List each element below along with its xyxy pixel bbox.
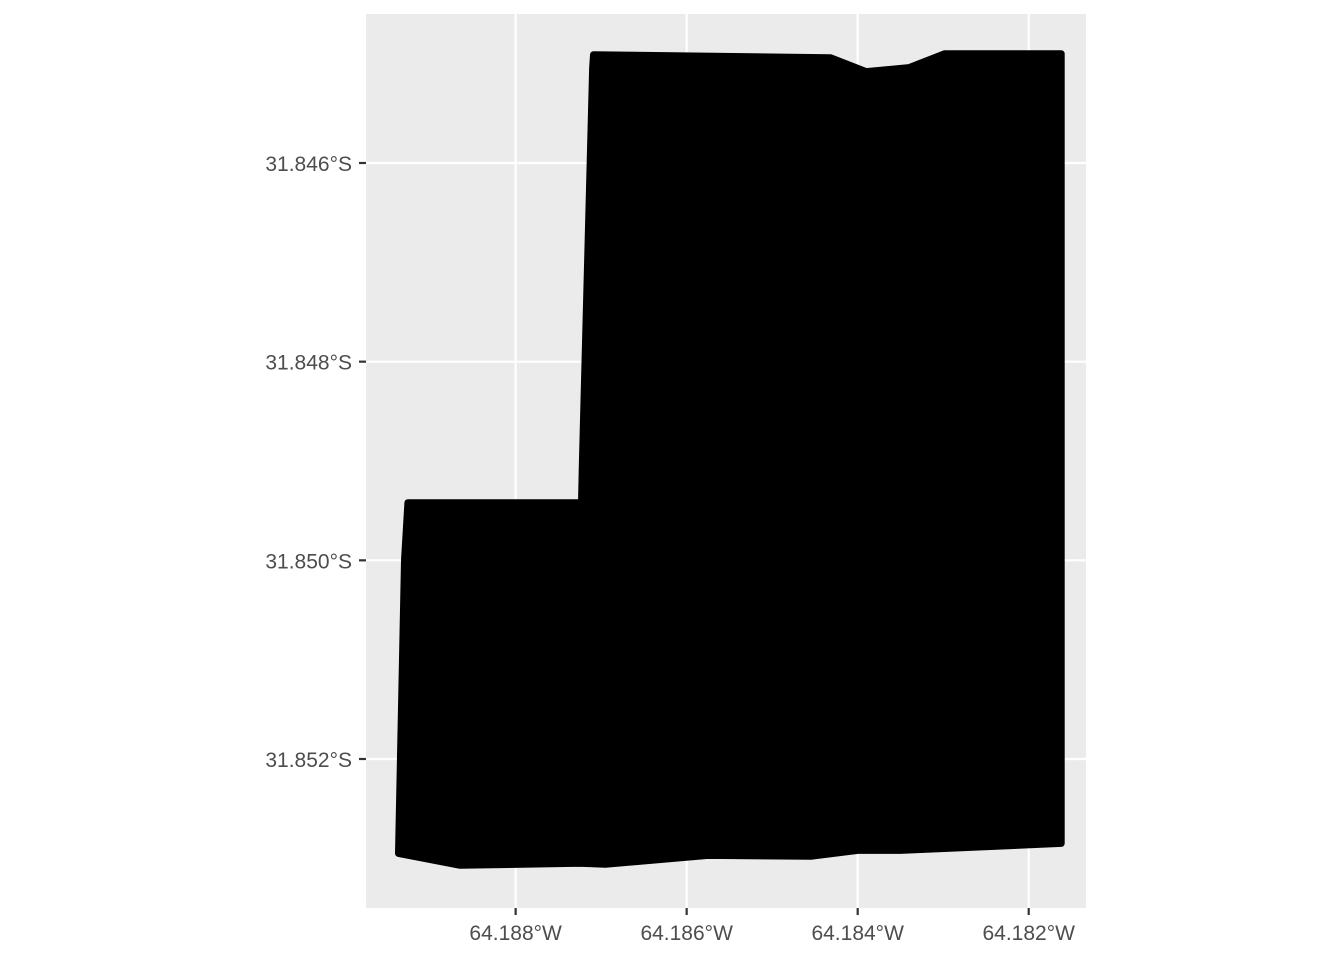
field-polygon: [395, 50, 1065, 869]
x-tick-label: 64.182°W: [982, 922, 1075, 945]
x-tick-label: 64.184°W: [811, 922, 904, 945]
x-tick-label: 64.186°W: [640, 922, 733, 945]
y-tick-label: 31.850°S: [265, 550, 352, 573]
x-axis-ticks: [514, 908, 1030, 915]
y-tick-label: 31.848°S: [265, 352, 352, 375]
y-axis-tick-labels: 31.846°S 31.848°S 31.850°S 31.852°S: [265, 153, 352, 772]
y-tick-label: 31.846°S: [265, 153, 352, 176]
y-axis-ticks: [359, 161, 366, 761]
x-tick-label: 64.188°W: [469, 922, 562, 945]
x-axis-tick-labels: 64.188°W 64.186°W 64.184°W 64.182°W: [469, 922, 1075, 945]
y-tick-label: 31.852°S: [265, 749, 352, 772]
